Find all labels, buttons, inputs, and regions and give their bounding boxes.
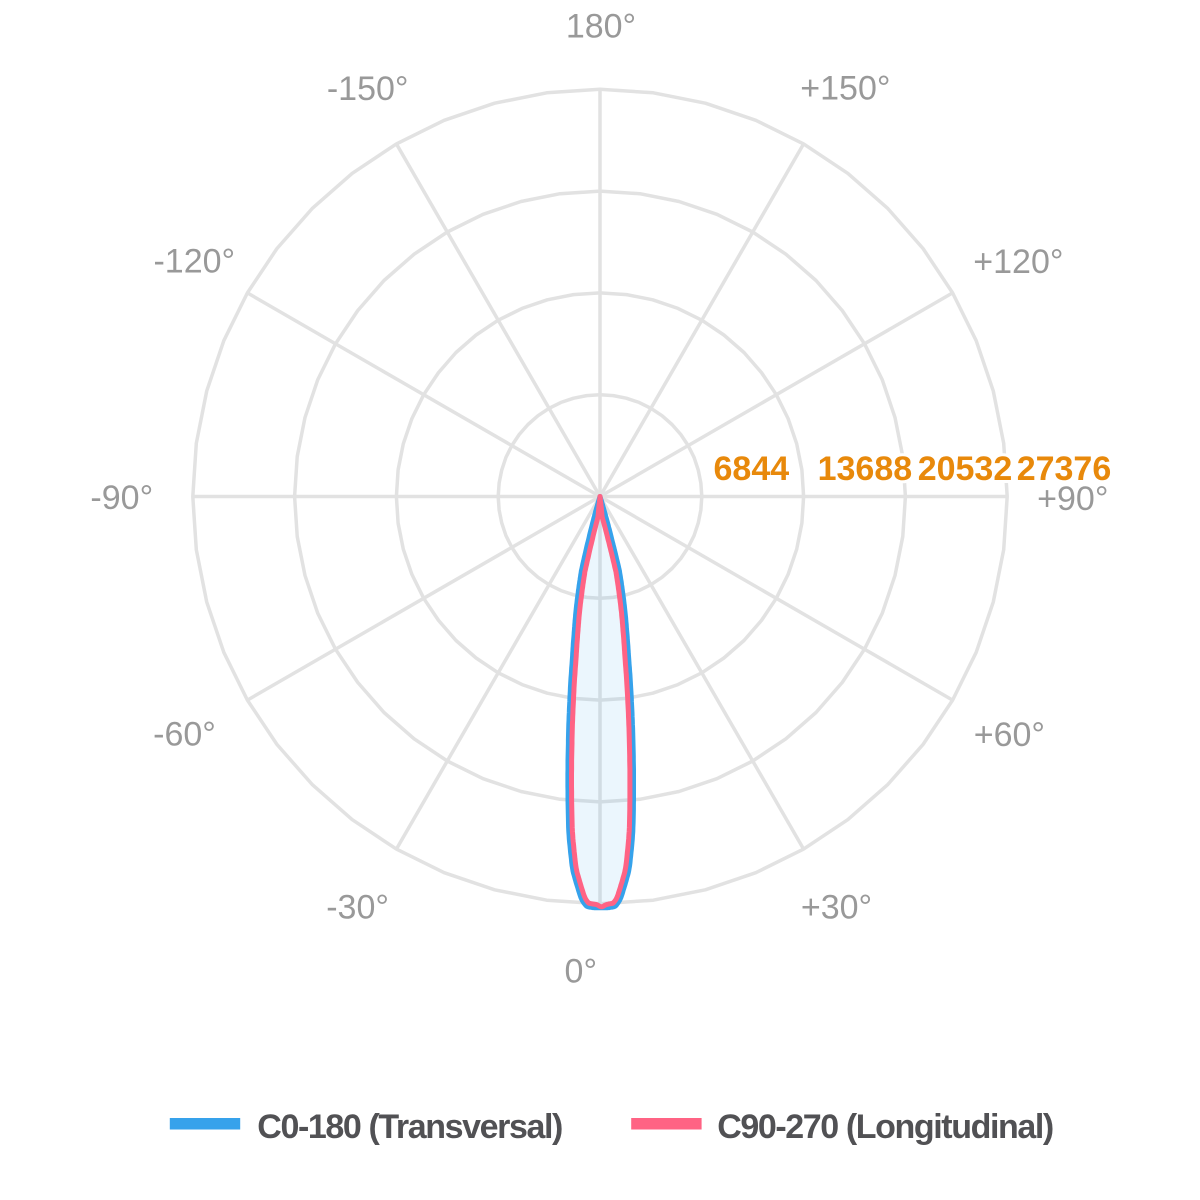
svg-text:-60°: -60°	[153, 716, 216, 754]
svg-text:+30°: +30°	[801, 888, 872, 926]
svg-text:13688: 13688	[818, 450, 913, 488]
svg-text:+120°: +120°	[973, 243, 1063, 281]
svg-text:-150°: -150°	[327, 70, 409, 108]
svg-text:-90°: -90°	[90, 479, 153, 517]
svg-text:+90°: +90°	[1037, 480, 1108, 518]
svg-text:+60°: +60°	[974, 716, 1045, 754]
svg-text:20532: 20532	[918, 450, 1013, 488]
svg-text:180°: 180°	[566, 7, 636, 45]
svg-text:C90-270 (Longitudinal): C90-270 (Longitudinal)	[717, 1108, 1053, 1146]
svg-text:0°: 0°	[565, 953, 598, 991]
svg-text:-30°: -30°	[326, 889, 389, 927]
svg-text:-120°: -120°	[153, 243, 235, 281]
svg-text:27376: 27376	[1017, 450, 1112, 488]
svg-text:+150°: +150°	[800, 70, 890, 108]
svg-text:6844: 6844	[714, 450, 790, 488]
svg-text:C0-180 (Transversal): C0-180 (Transversal)	[257, 1108, 562, 1146]
